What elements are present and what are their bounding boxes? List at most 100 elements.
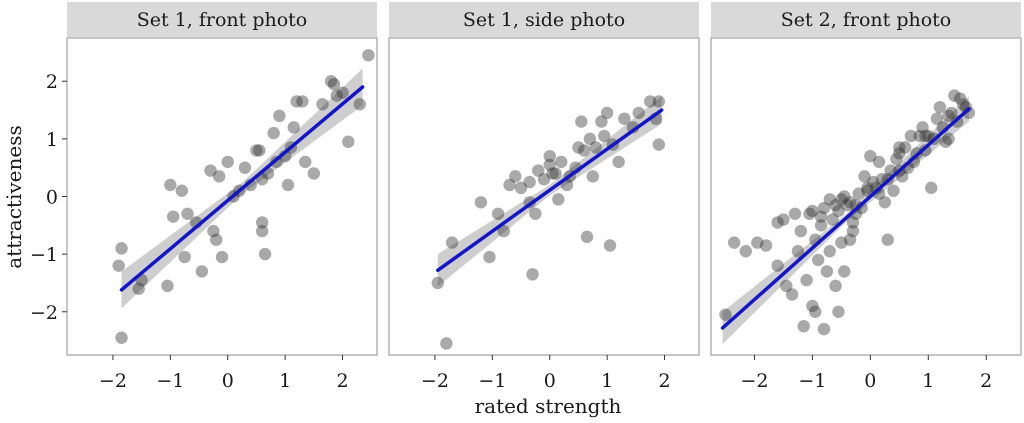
data-point: [771, 259, 784, 272]
data-point: [307, 167, 321, 180]
y-tick-label: 2: [46, 71, 58, 93]
panel-2: Set 1, side photo −2 −1 0 1 2: [388, 2, 700, 392]
data-point: [580, 230, 594, 244]
data-point: [832, 204, 845, 218]
data-point: [956, 98, 970, 111]
data-point: [832, 305, 845, 318]
data-point: [652, 138, 666, 151]
data-point: [817, 322, 831, 336]
panel-3: Set 2, front photo −2 −1 0 1 2: [710, 2, 1022, 392]
x-tick-label: −1: [156, 370, 184, 392]
data-point: [523, 175, 536, 189]
data-point: [258, 247, 272, 261]
data-point: [589, 141, 602, 154]
x-tick-label: 0: [544, 370, 556, 392]
data-point: [290, 95, 303, 108]
regression-line: [119, 85, 365, 292]
data-point: [161, 279, 174, 293]
data-point: [817, 201, 831, 215]
data-point: [586, 170, 599, 183]
data-point: [514, 181, 528, 195]
y-tick-label: 1: [46, 129, 58, 151]
data-point: [893, 141, 906, 154]
data-point: [577, 144, 591, 157]
data-point: [353, 98, 366, 111]
data-point: [924, 181, 938, 195]
data-point: [221, 155, 234, 169]
data-point: [809, 305, 822, 318]
data-point: [195, 265, 209, 278]
data-point: [431, 276, 444, 290]
data-point: [445, 236, 459, 249]
data-point: [948, 89, 961, 102]
data-point: [942, 109, 955, 123]
data-point: [835, 193, 848, 206]
data-point: [324, 75, 338, 88]
x-tick-label: 1: [279, 370, 291, 392]
data-point: [267, 126, 280, 140]
data-point: [838, 265, 851, 278]
data-point: [316, 98, 329, 111]
data-point: [474, 196, 488, 209]
data-point: [814, 210, 828, 223]
panel-border: [388, 37, 700, 356]
data-point: [529, 207, 542, 220]
data-point: [864, 149, 877, 163]
data-point: [327, 77, 341, 91]
data-point: [238, 161, 252, 174]
data-point: [953, 92, 967, 105]
data-point: [913, 129, 926, 143]
data-point: [803, 207, 816, 220]
data-point: [869, 181, 883, 195]
data-point: [583, 132, 597, 146]
panel-1: Set 1, front photo −2 −1 0 1 2 −2 −1 0 1 2: [30, 2, 378, 392]
data-point: [788, 207, 802, 220]
data-point: [555, 155, 568, 169]
data-point: [603, 239, 617, 252]
data-point: [922, 129, 935, 143]
data-point: [939, 135, 952, 148]
data-point: [878, 196, 892, 209]
data-point: [115, 242, 128, 255]
data-point: [814, 219, 828, 232]
data-point: [893, 147, 906, 160]
x-tick-label: 1: [922, 370, 934, 392]
data-point: [497, 224, 511, 238]
data-point: [115, 331, 128, 344]
data-point: [330, 89, 344, 102]
x-tick-label: 2: [337, 370, 349, 392]
data-point: [532, 164, 545, 177]
data-point: [840, 198, 854, 212]
data-point: [826, 213, 839, 226]
data-point: [299, 155, 312, 169]
x-tick-label: 0: [222, 370, 234, 392]
data-point: [632, 106, 645, 120]
data-point: [843, 196, 857, 209]
data-point: [167, 210, 180, 223]
facet-strip: [711, 2, 1021, 37]
data-point: [823, 193, 836, 206]
x-tick-label: −2: [421, 370, 449, 392]
data-point: [546, 167, 559, 180]
data-point: [872, 155, 886, 169]
data-point: [212, 170, 226, 183]
x-tick-label: −1: [798, 370, 826, 392]
y-axis-label: attractiveness: [2, 125, 26, 269]
data-point: [919, 129, 932, 143]
data-point: [362, 49, 375, 62]
data-point: [794, 224, 808, 238]
data-point: [916, 121, 929, 134]
data-point: [838, 190, 851, 203]
data-point: [342, 135, 355, 148]
data-point: [552, 193, 565, 206]
data-point: [739, 245, 752, 258]
data-point: [727, 236, 741, 249]
data-point: [178, 250, 191, 264]
regression-line: [436, 108, 664, 273]
data-point: [800, 273, 813, 287]
data-point: [296, 95, 309, 108]
data-point: [543, 158, 556, 171]
data-point: [112, 259, 125, 272]
data-point: [575, 115, 588, 128]
